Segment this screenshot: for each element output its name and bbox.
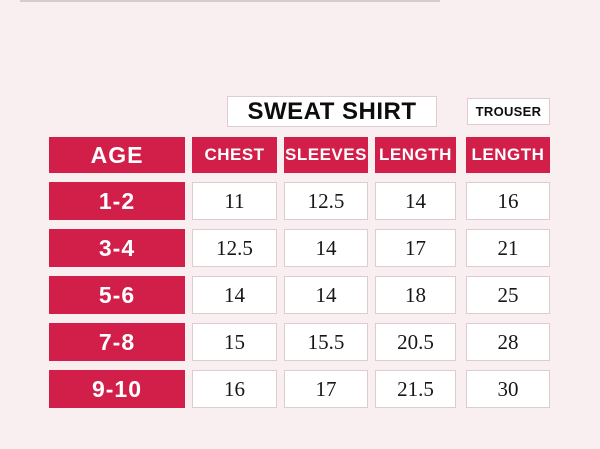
age-cell: 9-10 [49,370,185,408]
sweatshirt-banner: SWEAT SHIRT [227,96,437,127]
table-row: 3-4 12.5 14 17 21 [49,229,550,267]
data-cell: 15 [192,323,277,361]
data-cell: 14 [192,276,277,314]
column-header-trouser-length: LENGTH [466,137,550,173]
data-cell: 14 [284,276,368,314]
data-cell: 21.5 [375,370,456,408]
sweatshirt-banner-label: SWEAT SHIRT [247,97,417,125]
table-row: 5-6 14 14 18 25 [49,276,550,314]
column-header-age: AGE [49,137,185,173]
data-cell: 12.5 [192,229,277,267]
data-cell: 21 [466,229,550,267]
data-cell: 25 [466,276,550,314]
age-cell: 5-6 [49,276,185,314]
data-cell: 15.5 [284,323,368,361]
column-header-chest: CHEST [192,137,277,173]
data-cell: 16 [192,370,277,408]
top-edge-artifact [20,0,440,2]
table-header-row: AGE CHEST SLEEVES LENGTH LENGTH [49,137,550,173]
column-header-sleeves: SLEEVES [284,137,368,173]
table-row: 9-10 16 17 21.5 30 [49,370,550,408]
age-cell: 7-8 [49,323,185,361]
data-cell: 17 [375,229,456,267]
data-cell: 14 [375,182,456,220]
data-cell: 17 [284,370,368,408]
data-cell: 14 [284,229,368,267]
data-cell: 11 [192,182,277,220]
table-row: 7-8 15 15.5 20.5 28 [49,323,550,361]
data-cell: 18 [375,276,456,314]
data-cell: 20.5 [375,323,456,361]
age-cell: 1-2 [49,182,185,220]
data-cell: 28 [466,323,550,361]
data-cell: 12.5 [284,182,368,220]
table-row: 1-2 11 12.5 14 16 [49,182,550,220]
trouser-banner: TROUSER [467,98,550,125]
trouser-banner-label: TROUSER [475,104,542,119]
data-cell: 30 [466,370,550,408]
data-cell: 16 [466,182,550,220]
column-header-length: LENGTH [375,137,456,173]
age-cell: 3-4 [49,229,185,267]
